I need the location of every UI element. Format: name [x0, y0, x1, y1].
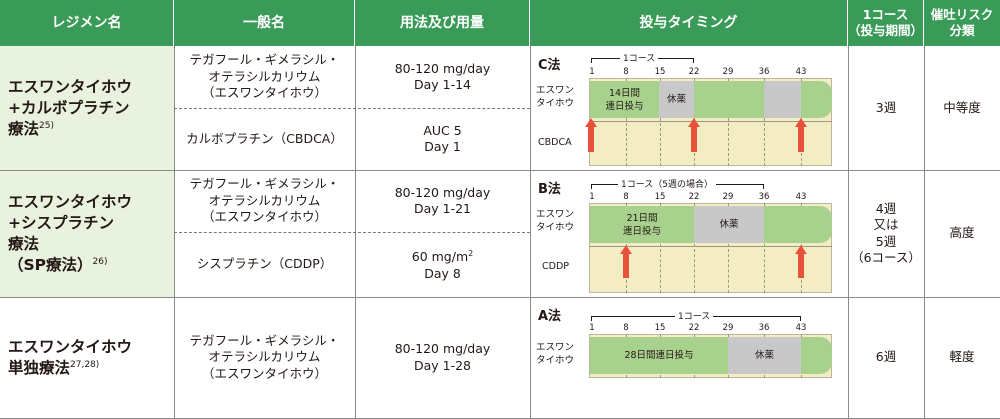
- dosing-segment: [590, 206, 694, 243]
- day-tick: 1: [589, 67, 595, 77]
- header-drug-name: 一般名: [174, 0, 355, 46]
- header-risk: 催吐リスク 分類: [924, 0, 1000, 46]
- dosage: 80-120 mg/day Day 1-21: [394, 184, 491, 217]
- dosing-segment: [590, 337, 728, 374]
- dosage: AUC 5 Day 1: [423, 122, 462, 155]
- day-tick: 29: [722, 67, 734, 77]
- emetic-risk: 中等度: [943, 99, 981, 115]
- dosing-segment: [801, 337, 832, 374]
- day-tick: 29: [722, 192, 734, 202]
- emetic-risk: 高度: [949, 225, 975, 241]
- timing-diagram-c: C法 1コース 1 8 15 22 29 36 43 エスワン タイホウ CBD…: [530, 46, 848, 170]
- course-label: 1コース（5週の場合）: [618, 177, 717, 190]
- day-tick: 1: [589, 192, 595, 202]
- method-label: A法: [538, 309, 562, 324]
- regimen-name: エスワンタイホウ +シスプラチン 療法 （SP療法）26): [8, 192, 133, 274]
- day-tick: 43: [795, 323, 807, 333]
- day-tick: 36: [758, 67, 770, 77]
- drug-name: テガフール・ギメラシル・ オテラシルカリウム （エスワンタイホウ）: [189, 52, 340, 101]
- regimen-name: エスワンタイホウ 単独療法27,28): [8, 337, 133, 377]
- dosing-segment: [590, 81, 659, 118]
- day-tick: 8: [623, 192, 629, 202]
- course-length: 4週 又は 5週 （6コース）: [851, 200, 921, 266]
- drug-name: シスプラチン（CDDP）: [196, 256, 333, 272]
- day-tick: 22: [688, 192, 700, 202]
- dosing-segment: [764, 206, 832, 243]
- drug-lane-label: CBDCA: [538, 137, 572, 148]
- day-tick: 15: [654, 67, 666, 77]
- dosing-label: 28日間連日投与: [624, 350, 694, 361]
- reference-superscript: 27,28): [70, 359, 100, 370]
- unit-superscript: 2: [468, 249, 474, 259]
- reference-superscript: 25): [39, 120, 54, 131]
- dose-arrow-icon: [620, 245, 632, 278]
- dose-arrow-icon: [795, 118, 807, 152]
- header-course: 1コース （投与期間）: [848, 0, 924, 46]
- rest-segment: [728, 337, 801, 374]
- day-tick: 22: [688, 67, 700, 77]
- course-length: 6週: [875, 349, 897, 365]
- regimen-name: エスワンタイホウ +カルボプラチン 療法25): [8, 77, 133, 138]
- course-length: 3週: [875, 99, 897, 115]
- header-timing: 投与タイミング: [530, 0, 848, 46]
- rest-label: 休薬: [719, 219, 739, 230]
- rest-segment: [659, 81, 694, 118]
- course-label: 1コース: [620, 51, 659, 64]
- drug-lane-label: エスワン タイホウ: [536, 85, 575, 109]
- dosing-label: 21日間 連日投与: [622, 212, 661, 237]
- rest-segment: [764, 81, 801, 118]
- day-tick: 8: [623, 67, 629, 77]
- emetic-risk: 軽度: [949, 349, 975, 365]
- drug-name: テガフール・ギメラシル・ オテラシルカリウム （エスワンタイホウ）: [189, 176, 340, 225]
- dosage: 80-120 mg/day Day 1-14: [394, 60, 491, 93]
- day-tick: 29: [722, 323, 734, 333]
- drug-name: テガフール・ギメラシル・ オテラシルカリウム （エスワンタイホウ）: [189, 332, 340, 381]
- dosage: 80-120 mg/day Day 1-28: [394, 341, 491, 373]
- reference-superscript: 26): [92, 256, 108, 267]
- drug-lane-label: エスワン タイホウ: [536, 342, 575, 366]
- drug-name: カルボプラチン（CBDCA）: [186, 130, 343, 146]
- method-label: B法: [538, 182, 561, 197]
- day-tick: 43: [795, 192, 807, 202]
- day-tick: 15: [654, 323, 666, 333]
- header-dosage: 用法及び用量: [355, 0, 530, 46]
- dose-arrow-icon: [585, 118, 597, 152]
- dose-arrow-icon: [688, 118, 700, 152]
- day-tick: 22: [688, 323, 700, 333]
- timing-diagram-a: A法 1コース 1 8 15 22 29 36 43 エスワン タイホウ 28日…: [530, 297, 848, 418]
- method-label: C法: [538, 58, 561, 73]
- dosing-segment: [801, 81, 832, 118]
- rest-label: 休薬: [754, 350, 774, 361]
- dosing-label: 14日間 連日投与: [605, 87, 644, 112]
- dose-arrow-icon: [795, 245, 807, 278]
- drug-lane-label: CDDP: [542, 261, 569, 272]
- course-label: 1コース: [675, 309, 714, 322]
- day-tick: 36: [758, 323, 770, 333]
- day-tick: 15: [654, 192, 666, 202]
- header-regimen: レジメン名: [0, 0, 174, 46]
- rest-label: 休薬: [666, 94, 686, 105]
- day-tick: 43: [795, 67, 807, 77]
- dosing-segment: [694, 81, 764, 118]
- day-tick: 1: [589, 323, 595, 333]
- drug-lane-label: エスワン タイホウ: [536, 209, 575, 233]
- day-tick: 36: [758, 192, 770, 202]
- rest-segment: [694, 206, 764, 243]
- timing-diagram-b: B法 1コース（5週の場合） 1 8 15 22 29 36 43 エスワン タ…: [530, 170, 848, 297]
- day-tick: 8: [623, 323, 629, 333]
- dosage: 60 mg/m2 Day 8: [411, 249, 474, 282]
